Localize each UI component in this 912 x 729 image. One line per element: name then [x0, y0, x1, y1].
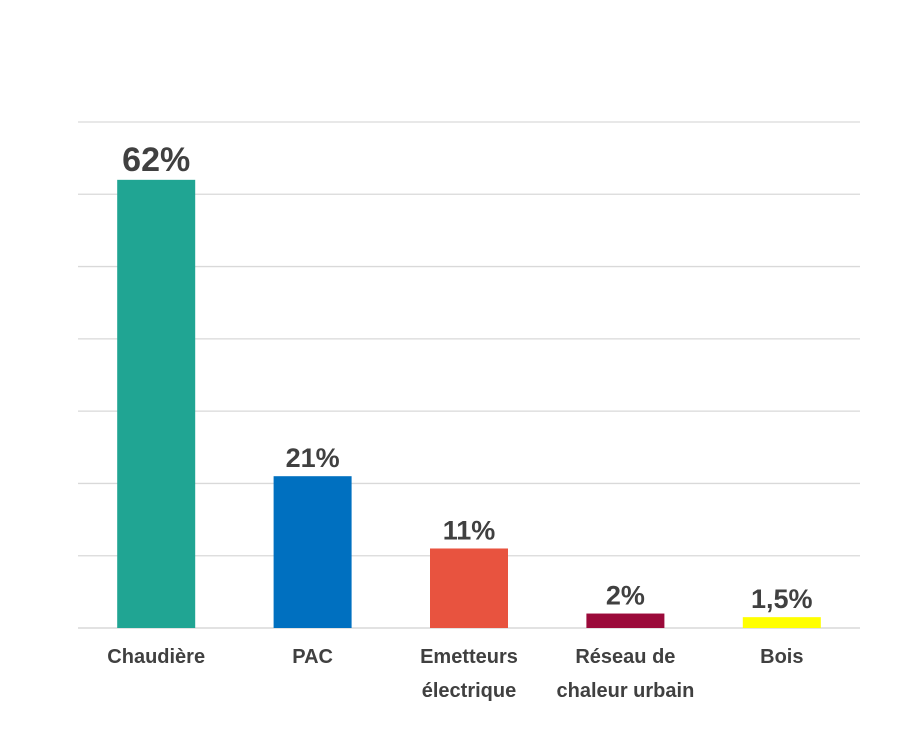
- bar: [586, 613, 665, 628]
- category-label-line: Chaudière: [107, 646, 205, 668]
- category-label: Bois: [760, 646, 803, 668]
- data-label: 62%: [122, 141, 190, 179]
- category-label-line: PAC: [292, 646, 333, 668]
- category-label: Chaudière: [107, 646, 205, 668]
- category-label: Réseau de chaleur urbain: [556, 646, 694, 702]
- category-label-line: électrique: [422, 680, 516, 702]
- category-label-line: chaleur urbain: [556, 680, 694, 702]
- bar: [273, 476, 352, 628]
- category-labels: Chaudière PAC Emetteurs électrique Réseau de…: [107, 646, 803, 702]
- category-label: Emetteurs électrique: [420, 646, 518, 702]
- gridlines: [78, 121, 860, 629]
- category-label-line: Bois: [760, 646, 803, 668]
- data-label: 1,5%: [751, 584, 813, 614]
- bar: [430, 548, 508, 628]
- category-label: PAC: [292, 646, 333, 668]
- data-label: 21%: [286, 443, 340, 473]
- category-label-line: Emetteurs: [420, 646, 518, 668]
- bars: [117, 179, 821, 629]
- bar: [117, 179, 196, 629]
- data-label: 2%: [606, 581, 645, 611]
- bar: [742, 617, 821, 628]
- data-labels: 62% 21% 11% 2% 1,5%: [122, 141, 812, 614]
- data-label: 11%: [443, 515, 496, 545]
- category-label-line: Réseau de: [575, 646, 675, 668]
